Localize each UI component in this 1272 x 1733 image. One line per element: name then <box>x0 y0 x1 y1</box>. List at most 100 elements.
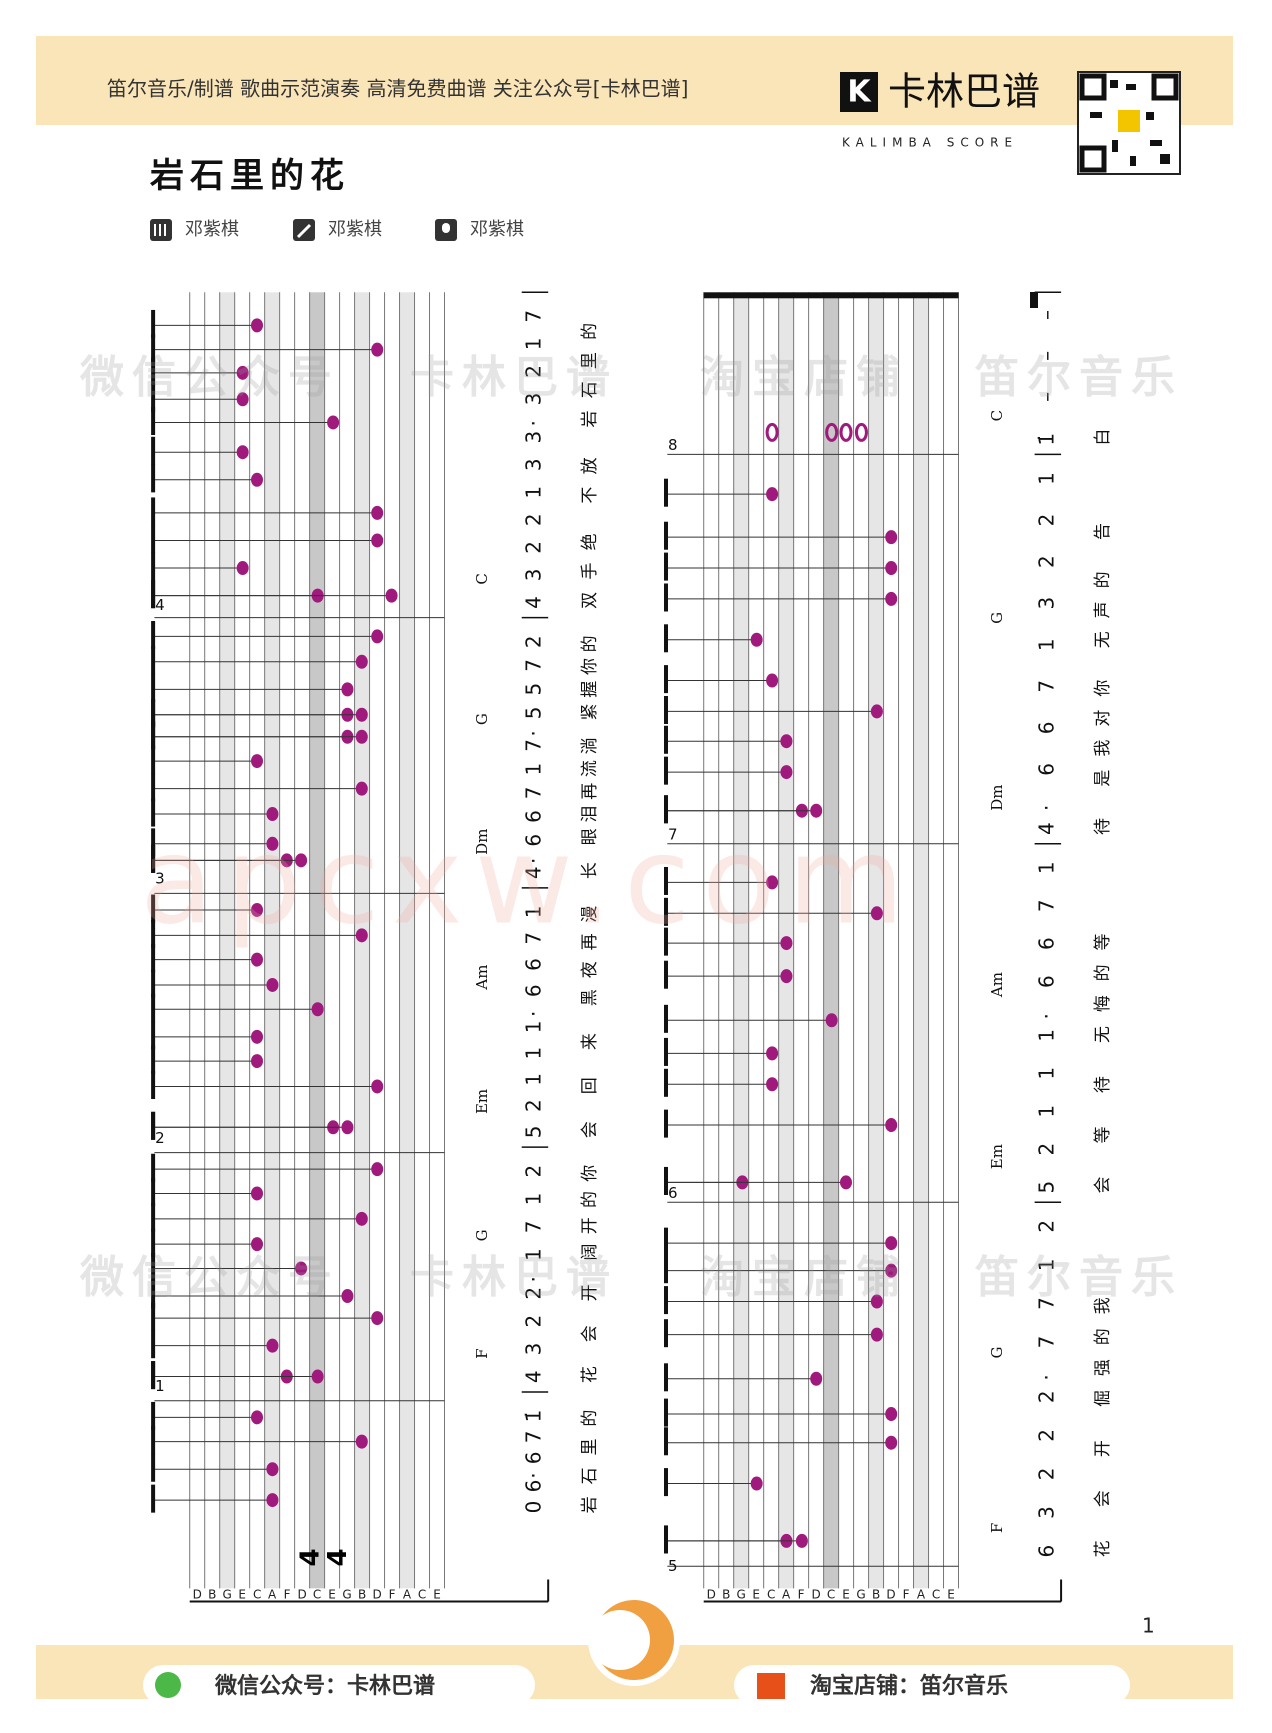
header-band <box>36 36 1233 125</box>
note-beam <box>151 699 156 728</box>
note-beam <box>151 894 156 923</box>
logo-moon <box>590 1610 650 1670</box>
measure-number: 7 <box>668 825 678 843</box>
lyrics: 待 是我对你 无声的 告 <box>1093 523 1113 835</box>
note-beam <box>151 436 156 465</box>
key-label: A <box>268 1587 277 1601</box>
watermark: 卡林巴谱 <box>410 1252 618 1303</box>
note-beam <box>151 919 156 948</box>
note <box>266 1493 279 1508</box>
note <box>295 853 308 868</box>
notation: 4 3 2 2 1 3 3· 3 2 1 7 <box>521 310 545 609</box>
note <box>266 1462 279 1477</box>
note-beam <box>151 334 156 363</box>
measure-number: 6 <box>668 1184 678 1202</box>
note-beam <box>151 620 156 649</box>
note-beam <box>151 745 156 774</box>
note <box>250 318 263 333</box>
key-label: E <box>842 1587 850 1601</box>
taobao-icon <box>757 1673 785 1699</box>
key-label: F <box>903 1587 910 1601</box>
note <box>266 807 279 822</box>
note-beam <box>664 695 669 724</box>
note-beam <box>151 969 156 998</box>
chord: G <box>473 713 491 725</box>
note-beam <box>664 665 669 694</box>
note <box>766 673 779 688</box>
tagline: 笛尔音乐/制谱 歌曲示范演奏 高清免费曲谱 关注公众号[卡林巴谱] <box>107 77 688 101</box>
watermark: 淘宝店铺 <box>700 1252 908 1303</box>
note <box>355 1434 368 1449</box>
watermark: 笛尔音乐 <box>974 1252 1183 1303</box>
key-label: D <box>707 1587 716 1601</box>
note <box>355 729 368 744</box>
note-beam <box>151 798 156 827</box>
note <box>236 561 249 576</box>
time-signature: 4 <box>323 1548 353 1566</box>
measure-number: 1 <box>155 1377 165 1395</box>
footer-taobao: 淘宝店铺：笛尔音乐 <box>810 1673 1008 1699</box>
key-label: B <box>358 1587 366 1601</box>
end-bar <box>1030 292 1038 308</box>
note-beam <box>151 1253 156 1282</box>
key-column <box>913 292 929 1589</box>
note-beam <box>151 844 156 873</box>
lyrics: 会 等 待 无悔的等 <box>1093 933 1113 1193</box>
note <box>885 1435 898 1450</box>
top-bar <box>703 292 959 299</box>
note <box>385 588 398 603</box>
key-label: B <box>872 1587 880 1601</box>
note <box>885 1407 898 1422</box>
note-beam <box>151 1453 156 1482</box>
note <box>341 1120 354 1135</box>
note <box>250 902 263 917</box>
whole-note <box>765 422 779 442</box>
note <box>250 754 263 769</box>
key-label: G <box>223 1587 232 1601</box>
note <box>371 629 384 644</box>
key-label: C <box>313 1587 321 1601</box>
watermark: apcxw.com <box>140 813 916 952</box>
note-beam <box>664 1037 669 1066</box>
key-column <box>733 292 749 1589</box>
note-beam <box>151 1361 156 1390</box>
key-column <box>219 292 235 1589</box>
note <box>236 445 249 460</box>
note <box>766 487 779 502</box>
note <box>250 1054 263 1069</box>
measure-number: 8 <box>668 436 678 454</box>
note <box>355 654 368 669</box>
note <box>266 977 279 992</box>
key-label: A <box>917 1587 926 1601</box>
note-beam <box>151 1071 156 1100</box>
key-label: A <box>782 1587 791 1601</box>
note <box>780 734 793 749</box>
note <box>870 906 883 921</box>
note-beam <box>151 1401 156 1430</box>
note-beam <box>151 1280 156 1309</box>
note-beam <box>151 1302 156 1331</box>
credit: 邓紫棋 <box>470 219 524 240</box>
note-beam <box>151 525 156 554</box>
measure-number: 3 <box>155 870 165 888</box>
note-beam <box>664 478 669 507</box>
brand-letter: K <box>847 75 872 110</box>
note-beam <box>664 1286 669 1315</box>
note <box>250 472 263 487</box>
note-beam <box>151 828 156 857</box>
watermark: 淘宝店铺 <box>700 352 908 403</box>
note <box>371 1311 384 1326</box>
note-beam <box>151 1111 156 1140</box>
key-label: E <box>947 1587 955 1601</box>
chord: Am <box>988 972 1006 998</box>
key-label: E <box>238 1587 246 1601</box>
note-beam <box>664 583 669 612</box>
note-beam <box>151 580 156 609</box>
chord: Em <box>988 1144 1006 1169</box>
note-beam <box>151 309 156 338</box>
notation: 0 6· 6 7 1̇ <box>521 1410 545 1514</box>
note-beam <box>151 1021 156 1050</box>
key-label: C <box>253 1587 261 1601</box>
song-title: 岩石里的花 <box>149 156 350 196</box>
key-label: F <box>389 1587 396 1601</box>
